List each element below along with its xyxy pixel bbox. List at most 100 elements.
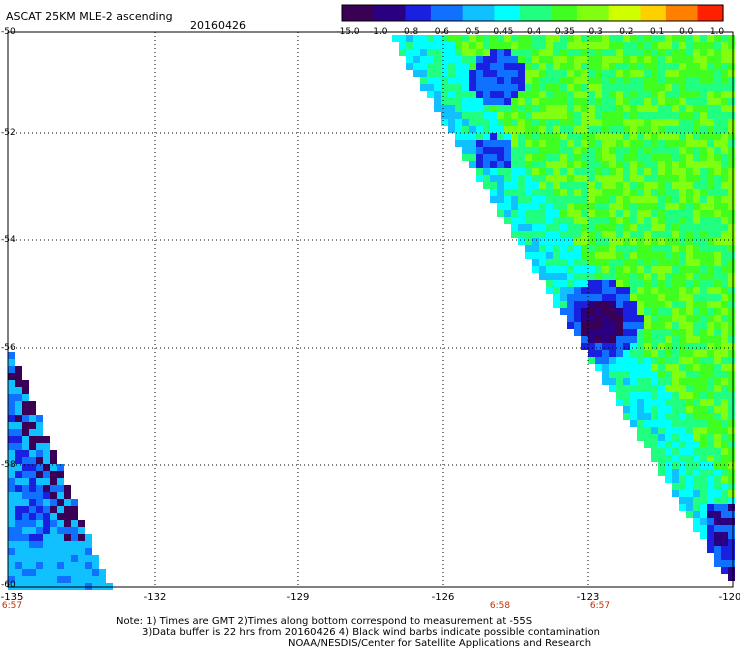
swath-cell <box>665 441 672 448</box>
swath-cell <box>609 84 616 91</box>
swath-cell <box>602 224 609 231</box>
swath-cell <box>721 511 728 518</box>
swath-cell <box>714 427 721 434</box>
swath-cell <box>630 329 637 336</box>
swath-cell <box>693 168 700 175</box>
swath-cell <box>665 434 672 441</box>
swath-cell <box>707 301 714 308</box>
colorbar-segment <box>443 5 451 21</box>
swath-cell <box>553 49 560 56</box>
swath-cell <box>693 91 700 98</box>
swath-cell <box>8 471 15 478</box>
swath-cell <box>707 336 714 343</box>
swath-cell <box>8 464 15 471</box>
swath-cell <box>490 147 497 154</box>
swath-cell <box>686 252 693 259</box>
swath-cell <box>658 112 665 119</box>
swath-cell <box>630 238 637 245</box>
swath-cell <box>623 259 630 266</box>
swath-cell <box>644 189 651 196</box>
swath-cell <box>644 357 651 364</box>
swath-cell <box>532 175 539 182</box>
swath-cell <box>532 63 539 70</box>
swath-cell <box>518 168 525 175</box>
swath-cell <box>630 210 637 217</box>
swath-cell <box>22 569 29 576</box>
swath-cell <box>700 511 707 518</box>
swath-cell <box>721 189 728 196</box>
swath-cell <box>630 357 637 364</box>
swath-cell <box>560 168 567 175</box>
swath-cell <box>686 336 693 343</box>
swath-cell <box>721 133 728 140</box>
swath-cell <box>609 147 616 154</box>
swath-cell <box>714 539 721 546</box>
swath-cell <box>602 91 609 98</box>
swath-cell <box>476 49 483 56</box>
swath-cell <box>623 140 630 147</box>
swath-cell <box>728 385 735 392</box>
swath-cell <box>665 105 672 112</box>
swath-cell <box>679 91 686 98</box>
swath-cell <box>567 91 574 98</box>
swath-cell <box>567 77 574 84</box>
swath-cell <box>672 483 679 490</box>
swath-cell <box>700 63 707 70</box>
swath-cell <box>623 357 630 364</box>
swath-cell <box>588 196 595 203</box>
swath-cell <box>434 63 441 70</box>
swath-cell <box>525 175 532 182</box>
swath-cell <box>602 273 609 280</box>
swath-cell <box>623 84 630 91</box>
swath-cell <box>700 483 707 490</box>
swath-cell <box>623 210 630 217</box>
swath-cell <box>560 49 567 56</box>
swath-cell <box>686 504 693 511</box>
swath-cell <box>644 420 651 427</box>
swath-cell <box>714 406 721 413</box>
swath-cell <box>714 469 721 476</box>
colorbar-segment <box>354 5 362 21</box>
swath-cell <box>469 77 476 84</box>
swath-cell <box>686 154 693 161</box>
swath-cell <box>623 154 630 161</box>
swath-cell <box>714 126 721 133</box>
swath-cell <box>553 147 560 154</box>
swath-cell <box>686 469 693 476</box>
swath-cell <box>658 70 665 77</box>
swath-cell <box>602 35 609 42</box>
swath-cell <box>728 119 735 126</box>
swath-cell <box>693 161 700 168</box>
swath-cell <box>532 161 539 168</box>
swath-cell <box>476 91 483 98</box>
swath-cell <box>546 238 553 245</box>
swath-cell <box>728 420 735 427</box>
swath-cell <box>539 182 546 189</box>
swath-cell <box>672 168 679 175</box>
swath-cell <box>560 287 567 294</box>
swath-cell <box>665 154 672 161</box>
swath-cell <box>686 357 693 364</box>
swath-cell <box>728 322 735 329</box>
swath-cell <box>532 77 539 84</box>
swath-cell <box>672 245 679 252</box>
lon-label-132: -132 <box>143 592 167 603</box>
swath-cell <box>483 63 490 70</box>
swath-cell <box>511 77 518 84</box>
swath-cell <box>693 105 700 112</box>
swath-cell <box>441 91 448 98</box>
swath-cell <box>546 280 553 287</box>
swath-cell <box>651 266 658 273</box>
swath-cell <box>8 513 15 520</box>
swath-cell <box>560 119 567 126</box>
swath-cell <box>679 98 686 105</box>
swath-cell <box>644 210 651 217</box>
swath-cell <box>714 245 721 252</box>
swath-cell <box>672 385 679 392</box>
swath-cell <box>518 35 525 42</box>
swath-cell <box>679 182 686 189</box>
swath-cell <box>532 49 539 56</box>
swath-cell <box>679 357 686 364</box>
swath-cell <box>609 35 616 42</box>
swath-cell <box>665 378 672 385</box>
